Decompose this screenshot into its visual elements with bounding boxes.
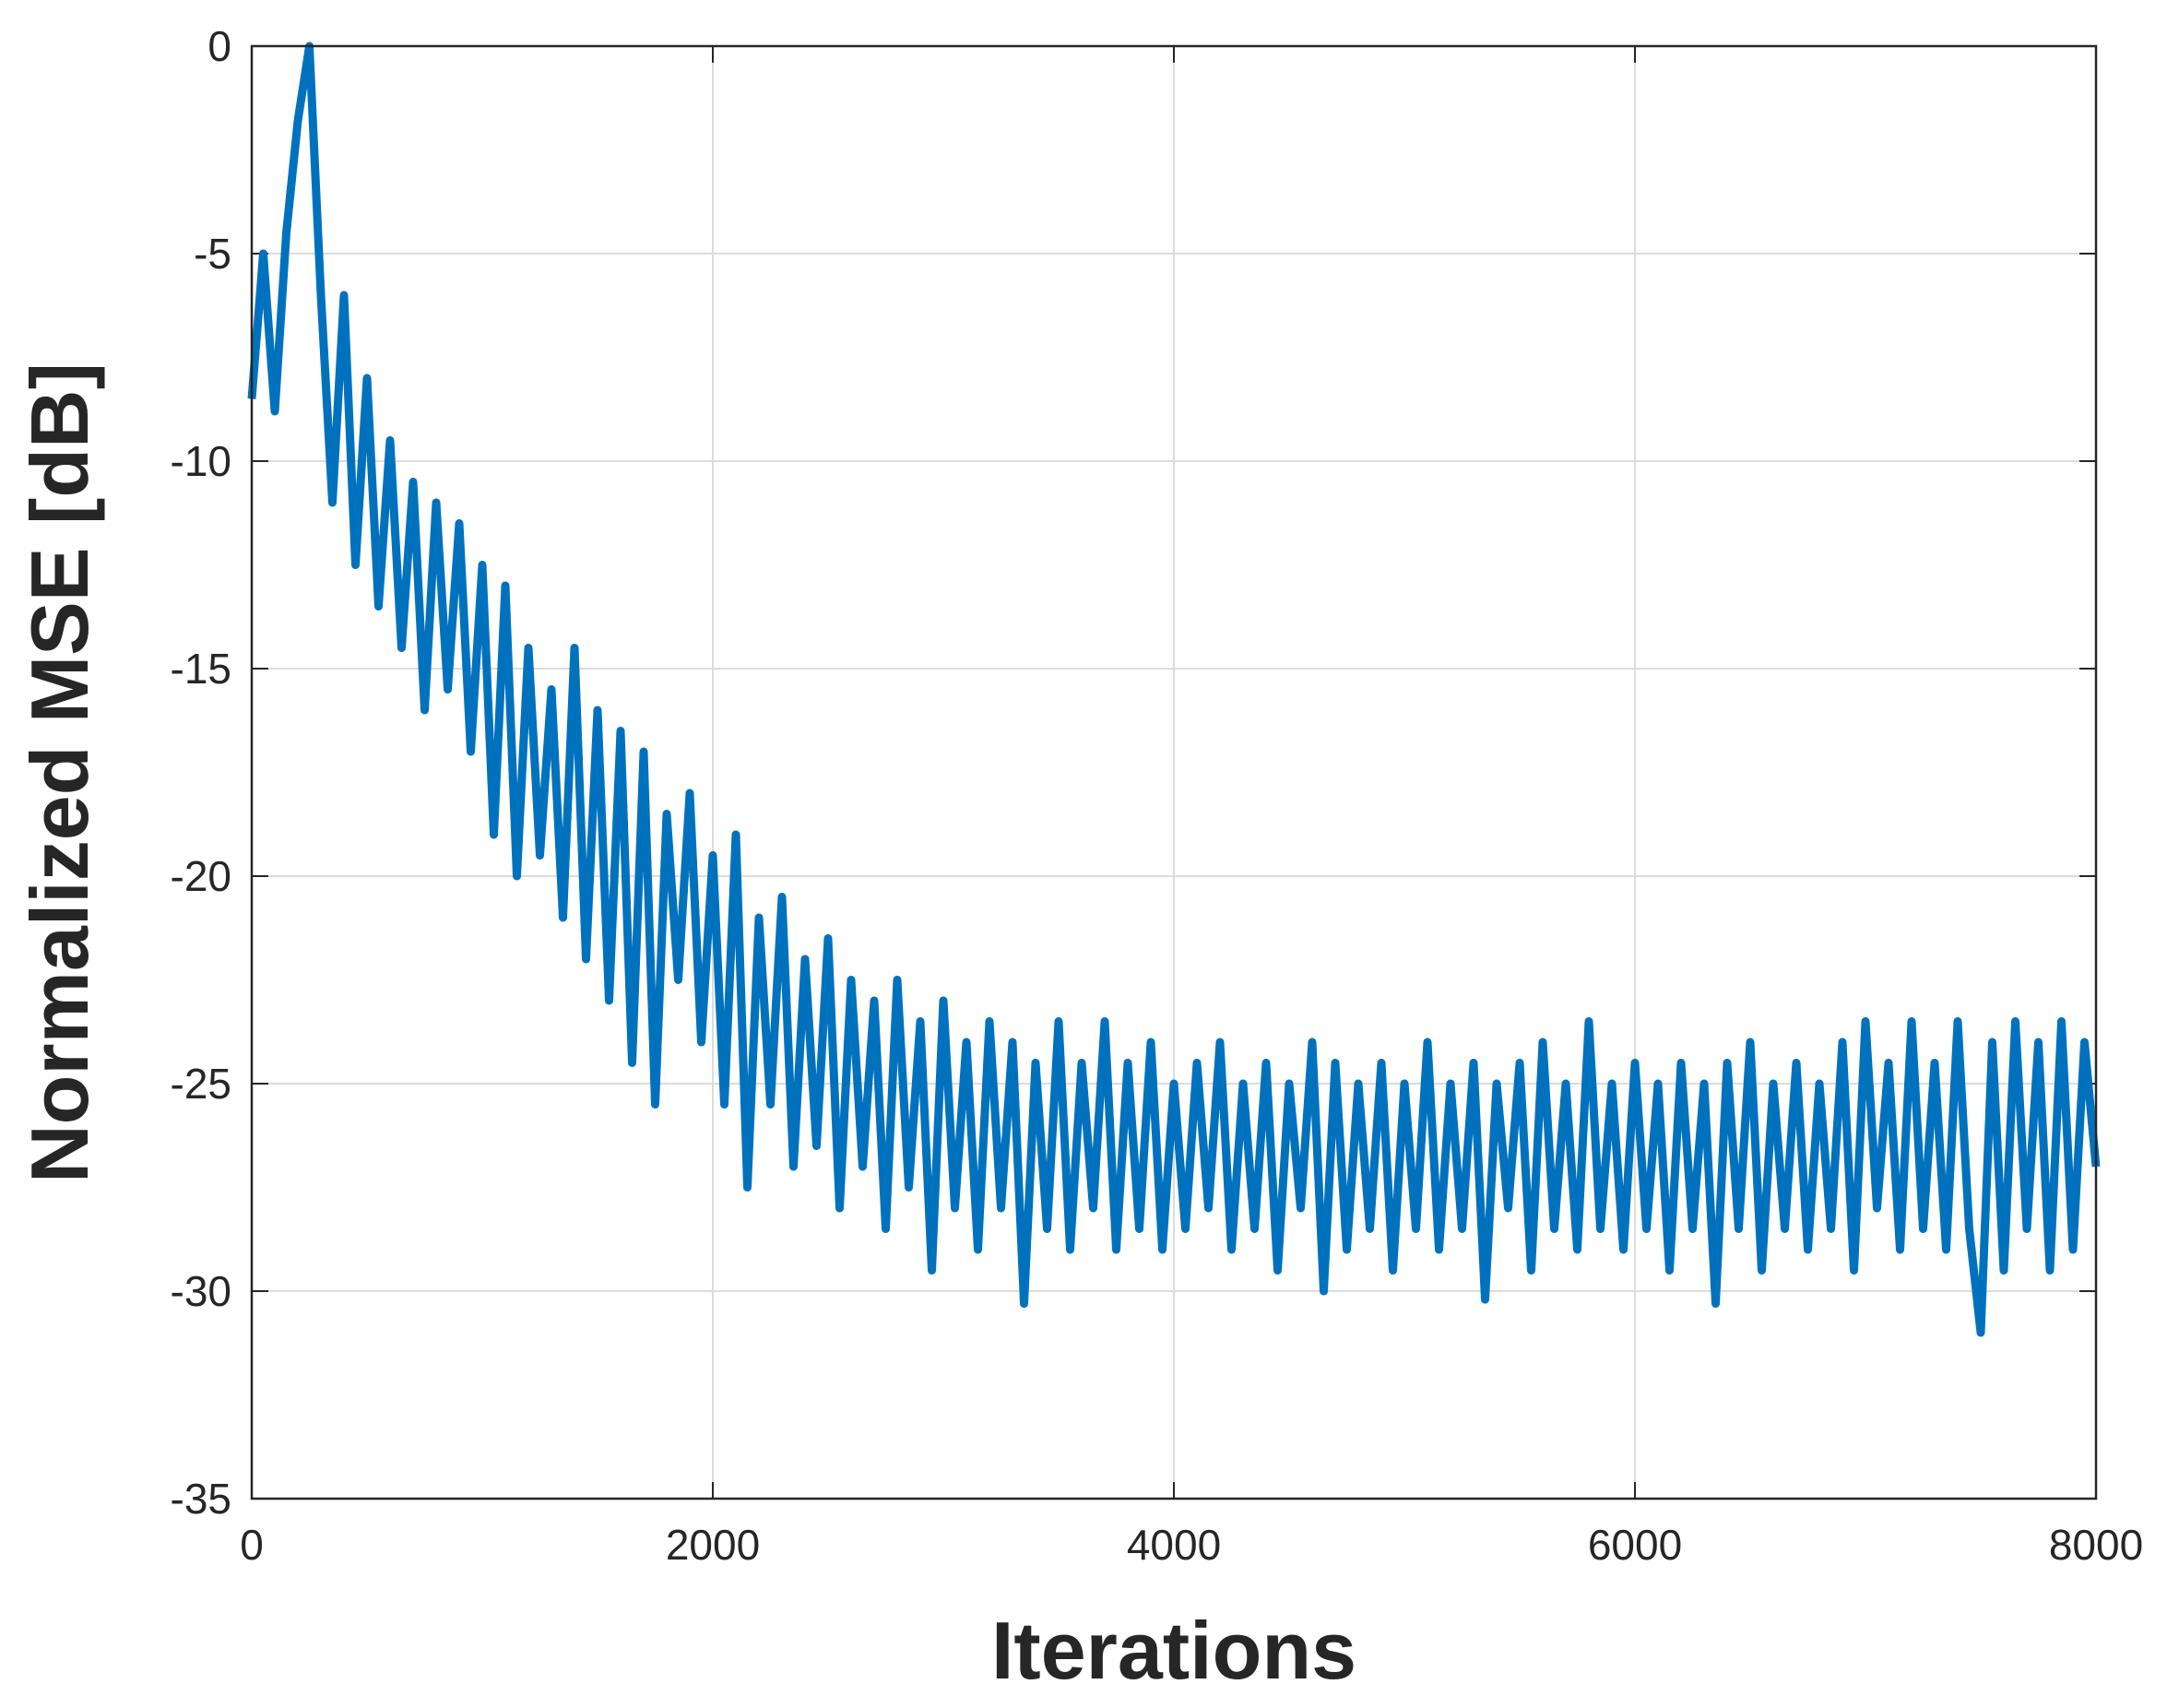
y-tick-label: -10 [171, 437, 231, 485]
y-tick-label: -5 [194, 230, 231, 278]
x-tick-label: 6000 [1588, 1521, 1682, 1569]
y-tick-label: -35 [171, 1475, 231, 1523]
x-tick-label: 0 [240, 1521, 264, 1569]
data-line [247, 42, 2101, 1337]
y-tick-label: -15 [171, 645, 231, 693]
y-tick-label: -30 [171, 1267, 231, 1315]
axes-box [250, 44, 2098, 1500]
x-axis-label: Iterations [991, 1605, 1356, 1696]
y-tick-label: 0 [207, 22, 231, 70]
x-tick-label: 4000 [1127, 1521, 1221, 1569]
x-tick-label: 2000 [666, 1521, 760, 1569]
y-tick-label: -20 [171, 852, 231, 900]
x-tick-label: 8000 [2049, 1521, 2143, 1569]
y-axis-label: Normalized MSE [dB] [14, 362, 105, 1183]
y-tick-label: -25 [171, 1060, 231, 1108]
